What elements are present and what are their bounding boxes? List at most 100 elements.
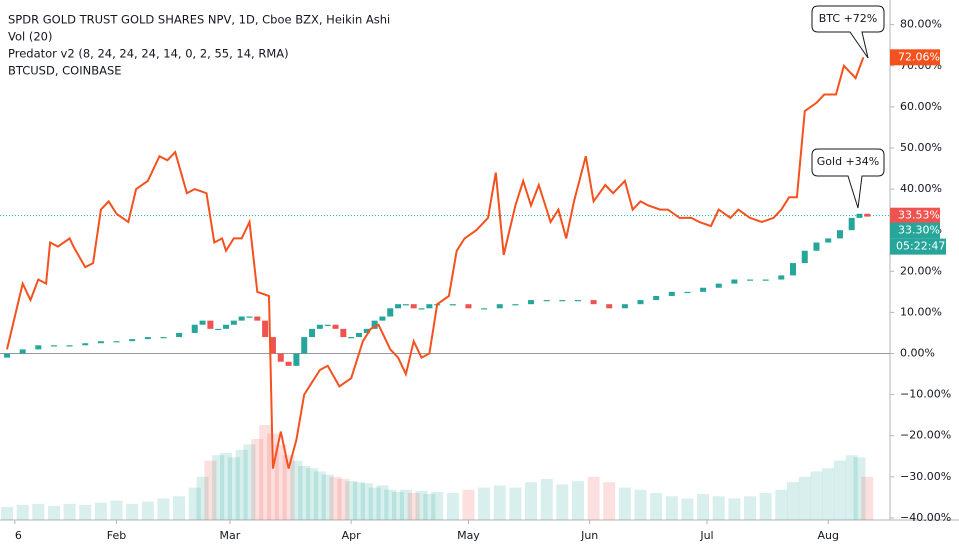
volume-bar bbox=[697, 494, 710, 520]
candle-body bbox=[836, 230, 843, 239]
volume-bar bbox=[298, 466, 311, 520]
x-tick-label: Mar bbox=[220, 529, 241, 542]
x-tick-label: Jun bbox=[580, 529, 598, 542]
volume-bar bbox=[822, 468, 835, 520]
volume-bar bbox=[861, 476, 874, 520]
volume-bar bbox=[525, 482, 538, 520]
volume-bar bbox=[810, 471, 823, 520]
candle-body bbox=[700, 287, 707, 292]
header-line: BTCUSD, COINBASE bbox=[8, 64, 122, 78]
candle-body bbox=[4, 353, 11, 358]
candle-body bbox=[668, 291, 675, 296]
x-tick-label: Apr bbox=[342, 529, 362, 542]
candle-body bbox=[129, 339, 136, 342]
volume-bar bbox=[360, 483, 373, 520]
header-line: Predator v2 (8, 24, 24, 24, 14, 0, 2, 55… bbox=[8, 47, 289, 61]
volume-bar bbox=[235, 449, 248, 520]
candle-body bbox=[199, 320, 206, 325]
candle-body bbox=[332, 324, 339, 329]
candle-body bbox=[223, 324, 230, 329]
volume-bar bbox=[204, 460, 217, 520]
volume-bar bbox=[173, 496, 186, 520]
y-tick-label: 40.00% bbox=[900, 182, 942, 195]
candle-body bbox=[402, 304, 409, 306]
candle-body bbox=[246, 316, 253, 318]
volume-bar bbox=[833, 460, 846, 520]
volume-layer bbox=[1, 425, 874, 520]
volume-bar bbox=[845, 455, 858, 520]
volume-bar bbox=[728, 498, 741, 520]
volume-bar bbox=[63, 503, 76, 520]
candle-body bbox=[160, 337, 167, 339]
candle-body bbox=[606, 304, 613, 309]
x-tick-label: Jul bbox=[699, 529, 713, 542]
volume-bar bbox=[556, 484, 569, 520]
candle-body bbox=[465, 304, 472, 309]
y-tick-label: −40.00% bbox=[900, 511, 951, 524]
volume-bar bbox=[509, 487, 522, 520]
volume-bar bbox=[775, 489, 788, 520]
volume-bar bbox=[571, 481, 584, 520]
price-tag-label: 33.53% bbox=[898, 209, 940, 222]
candle-body bbox=[590, 300, 597, 305]
volume-bar bbox=[634, 489, 647, 520]
candle-body bbox=[316, 324, 323, 329]
volume-bar bbox=[787, 482, 800, 520]
volume-bar bbox=[259, 425, 272, 520]
candle-body bbox=[481, 308, 488, 310]
volume-bar bbox=[337, 478, 350, 520]
candle-body bbox=[528, 300, 535, 305]
price-tag bbox=[890, 207, 940, 224]
volume-bar bbox=[376, 485, 389, 520]
candle-body bbox=[238, 316, 245, 321]
candle-body bbox=[715, 283, 722, 288]
candle-body bbox=[496, 304, 503, 309]
volume-bar bbox=[712, 496, 725, 520]
candle-body bbox=[66, 345, 73, 347]
candle-body bbox=[387, 308, 394, 317]
candle-body bbox=[97, 341, 104, 344]
candle-body bbox=[864, 213, 871, 217]
btc-line bbox=[6, 56, 865, 469]
volume-bar bbox=[329, 476, 342, 520]
volume-bar bbox=[32, 503, 45, 520]
candle-body bbox=[371, 320, 378, 329]
volume-bar bbox=[587, 476, 600, 520]
x-tick-label: Feb bbox=[107, 529, 126, 542]
candle-body bbox=[363, 328, 370, 333]
candle-body bbox=[449, 304, 456, 306]
volume-bar bbox=[415, 490, 428, 520]
y-tick-label: −20.00% bbox=[900, 429, 951, 442]
candle-body bbox=[207, 320, 214, 329]
candle-body bbox=[269, 337, 276, 354]
candle-body bbox=[856, 213, 863, 218]
volume-bar bbox=[446, 493, 459, 520]
candle-body bbox=[762, 279, 769, 281]
volume-bar bbox=[227, 457, 240, 520]
volume-bar bbox=[368, 487, 381, 520]
candle-body bbox=[35, 345, 42, 350]
line-layer bbox=[6, 56, 865, 469]
volume-bar bbox=[462, 489, 475, 520]
candle-body bbox=[574, 300, 581, 302]
header-title: SPDR GOLD TRUST GOLD SHARES NPV, 1D, Cbo… bbox=[8, 13, 390, 27]
candle-body bbox=[684, 291, 691, 294]
volume-bar bbox=[290, 460, 303, 520]
volume-bar bbox=[79, 504, 92, 520]
volume-bar bbox=[141, 501, 154, 520]
candle-body bbox=[144, 337, 151, 340]
volume-bar bbox=[321, 474, 334, 520]
volume-bar bbox=[493, 485, 506, 520]
countdown-label: 05:22:47 bbox=[896, 240, 945, 253]
candle-body bbox=[410, 304, 417, 309]
volume-bar bbox=[603, 482, 616, 520]
price-tag-label: 33.30% bbox=[898, 224, 940, 237]
callout-text: BTC +72% bbox=[819, 12, 877, 25]
volume-bar bbox=[251, 439, 264, 520]
y-tick-label: −30.00% bbox=[900, 470, 951, 483]
price-tag bbox=[890, 49, 940, 66]
volume-bar bbox=[110, 500, 123, 520]
price-tag bbox=[890, 222, 940, 239]
axes-layer: 80.00%70.00%60.00%50.00%40.00%30.00%20.0… bbox=[14, 18, 951, 542]
